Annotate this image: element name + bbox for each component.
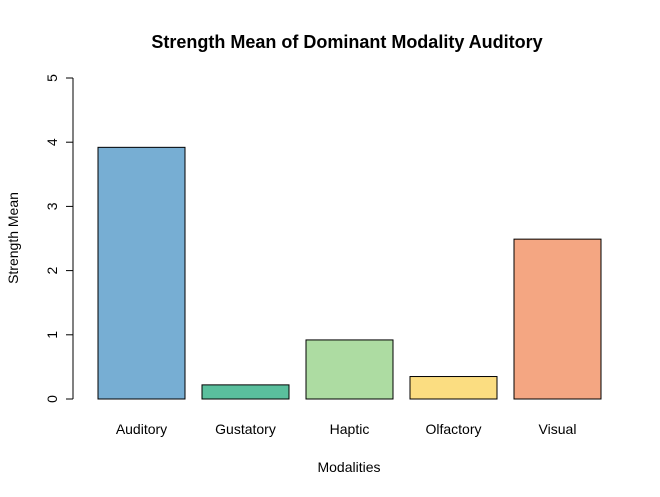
- bar-gustatory: [201, 384, 290, 400]
- bar-olfactory: [409, 376, 498, 400]
- x-tick-label-auditory: Auditory: [116, 421, 167, 437]
- bar-auditory: [97, 146, 186, 400]
- y-tick-label: 1: [44, 331, 60, 339]
- x-tick-label-haptic: Haptic: [330, 421, 370, 437]
- y-tick-label: 3: [44, 202, 60, 210]
- x-tick-labels: Auditory Gustatory Haptic Olfactory Visual: [116, 421, 577, 437]
- bars-group: [97, 146, 602, 400]
- x-tick-label-visual: Visual: [539, 421, 577, 437]
- x-tick-label-olfactory: Olfactory: [425, 421, 481, 437]
- y-tick-label: 4: [44, 138, 60, 146]
- bar-visual: [513, 238, 602, 400]
- y-axis-label: Strength Mean: [5, 192, 21, 284]
- x-axis-label: Modalities: [317, 459, 380, 475]
- x-tick-label-gustatory: Gustatory: [215, 421, 276, 437]
- y-tick-label: 5: [44, 74, 60, 82]
- y-tick-label: 2: [44, 266, 60, 274]
- chart-title: Strength Mean of Dominant Modality Audit…: [151, 32, 542, 52]
- bar-haptic: [305, 339, 394, 400]
- y-tick-label: 0: [44, 395, 60, 403]
- y-axis: 0 1 2 3 4 5: [44, 74, 74, 403]
